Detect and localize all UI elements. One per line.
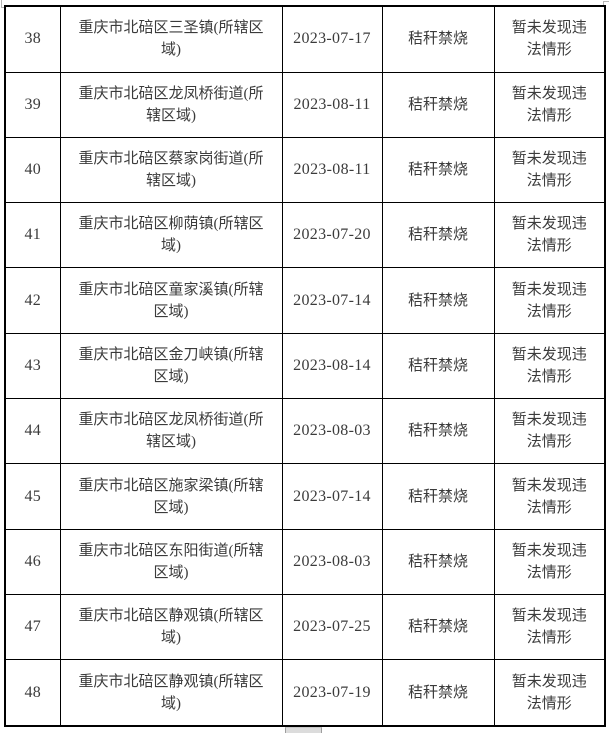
row-number-cell: 46 — [4, 528, 61, 596]
result-cell: 暂未发现违法情形 — [493, 398, 606, 465]
type-cell: 秸秆禁烧 — [381, 5, 495, 73]
result-cell: 暂未发现违法情形 — [493, 267, 606, 334]
row-number-cell: 44 — [4, 398, 61, 465]
table-row: 44 重庆市北碚区龙凤桥街道(所辖区域) 2023-08-03 秸秆禁烧 暂未发现违法情… — [4, 398, 606, 465]
row-number-cell: 43 — [4, 332, 61, 400]
inspection-records-table: 38 重庆市北碚区三圣镇(所辖区域) 2023-07-17 秸秆禁烧 暂未发现违法情形 3… — [4, 5, 606, 727]
table-row: 39 重庆市北碚区龙凤桥街道(所辖区域) 2023-08-11 秸秆禁烧 暂未发现违法情… — [4, 71, 606, 138]
result-cell: 暂未发现违法情形 — [493, 463, 606, 530]
table-row: 38 重庆市北碚区三圣镇(所辖区域) 2023-07-17 秸秆禁烧 暂未发现违法情形 — [4, 5, 606, 73]
result-cell: 暂未发现违法情形 — [493, 659, 606, 727]
date-cell: 2023-07-19 — [281, 659, 383, 727]
date-cell: 2023-08-11 — [281, 71, 383, 138]
result-cell: 暂未发现违法情形 — [493, 594, 606, 661]
table-row: 47 重庆市北碚区静观镇(所辖区域) 2023-07-25 秸秆禁烧 暂未发现违法情形 — [4, 594, 606, 661]
row-number-cell: 47 — [4, 594, 61, 661]
type-cell: 秸秆禁烧 — [381, 136, 495, 204]
type-cell: 秸秆禁烧 — [381, 71, 495, 138]
area-cell: 重庆市北碚区童家溪镇(所辖区域) — [59, 267, 283, 334]
type-cell: 秸秆禁烧 — [381, 463, 495, 530]
table-row: 45 重庆市北碚区施家梁镇(所辖区域) 2023-07-14 秸秆禁烧 暂未发现违法情形 — [4, 463, 606, 530]
cropped-pagination-fragment — [285, 727, 322, 733]
area-cell: 重庆市北碚区蔡家岗街道(所辖区域) — [59, 136, 283, 204]
table-body: 38 重庆市北碚区三圣镇(所辖区域) 2023-07-17 秸秆禁烧 暂未发现违法情形 3… — [4, 5, 606, 727]
area-cell: 重庆市北碚区龙凤桥街道(所辖区域) — [59, 71, 283, 138]
area-cell: 重庆市北碚区施家梁镇(所辖区域) — [59, 463, 283, 530]
date-cell: 2023-07-14 — [281, 267, 383, 334]
type-cell: 秸秆禁烧 — [381, 202, 495, 269]
date-cell: 2023-07-14 — [281, 463, 383, 530]
row-number-cell: 39 — [4, 71, 61, 138]
date-cell: 2023-08-14 — [281, 332, 383, 400]
table-row: 42 重庆市北碚区童家溪镇(所辖区域) 2023-07-14 秸秆禁烧 暂未发现违法情形 — [4, 267, 606, 334]
date-cell: 2023-07-25 — [281, 594, 383, 661]
row-number-cell: 48 — [4, 659, 61, 727]
row-number-cell: 42 — [4, 267, 61, 334]
row-number-cell: 41 — [4, 202, 61, 269]
area-cell: 重庆市北碚区龙凤桥街道(所辖区域) — [59, 398, 283, 465]
area-cell: 重庆市北碚区三圣镇(所辖区域) — [59, 5, 283, 73]
table-row: 46 重庆市北碚区东阳街道(所辖区域) 2023-08-03 秸秆禁烧 暂未发现违法情形 — [4, 528, 606, 596]
area-cell: 重庆市北碚区柳荫镇(所辖区域) — [59, 202, 283, 269]
type-cell: 秸秆禁烧 — [381, 267, 495, 334]
date-cell: 2023-08-03 — [281, 398, 383, 465]
row-number-cell: 38 — [4, 5, 61, 73]
area-cell: 重庆市北碚区东阳街道(所辖区域) — [59, 528, 283, 596]
date-cell: 2023-08-03 — [281, 528, 383, 596]
area-cell: 重庆市北碚区金刀峡镇(所辖区域) — [59, 332, 283, 400]
row-number-cell: 45 — [4, 463, 61, 530]
type-cell: 秸秆禁烧 — [381, 332, 495, 400]
area-cell: 重庆市北碚区静观镇(所辖区域) — [59, 594, 283, 661]
result-cell: 暂未发现违法情形 — [493, 71, 606, 138]
type-cell: 秸秆禁烧 — [381, 659, 495, 727]
table-row: 40 重庆市北碚区蔡家岗街道(所辖区域) 2023-08-11 秸秆禁烧 暂未发现违法情… — [4, 136, 606, 204]
type-cell: 秸秆禁烧 — [381, 398, 495, 465]
type-cell: 秸秆禁烧 — [381, 594, 495, 661]
area-cell: 重庆市北碚区静观镇(所辖区域) — [59, 659, 283, 727]
result-cell: 暂未发现违法情形 — [493, 202, 606, 269]
table-row: 43 重庆市北碚区金刀峡镇(所辖区域) 2023-08-14 秸秆禁烧 暂未发现违法情形 — [4, 332, 606, 400]
result-cell: 暂未发现违法情形 — [493, 332, 606, 400]
table-row: 48 重庆市北碚区静观镇(所辖区域) 2023-07-19 秸秆禁烧 暂未发现违法情形 — [4, 659, 606, 727]
row-number-cell: 40 — [4, 136, 61, 204]
table-row: 41 重庆市北碚区柳荫镇(所辖区域) 2023-07-20 秸秆禁烧 暂未发现违法情形 — [4, 202, 606, 269]
date-cell: 2023-07-20 — [281, 202, 383, 269]
date-cell: 2023-08-11 — [281, 136, 383, 204]
date-cell: 2023-07-17 — [281, 5, 383, 73]
result-cell: 暂未发现违法情形 — [493, 136, 606, 204]
result-cell: 暂未发现违法情形 — [493, 5, 606, 73]
result-cell: 暂未发现违法情形 — [493, 528, 606, 596]
type-cell: 秸秆禁烧 — [381, 528, 495, 596]
